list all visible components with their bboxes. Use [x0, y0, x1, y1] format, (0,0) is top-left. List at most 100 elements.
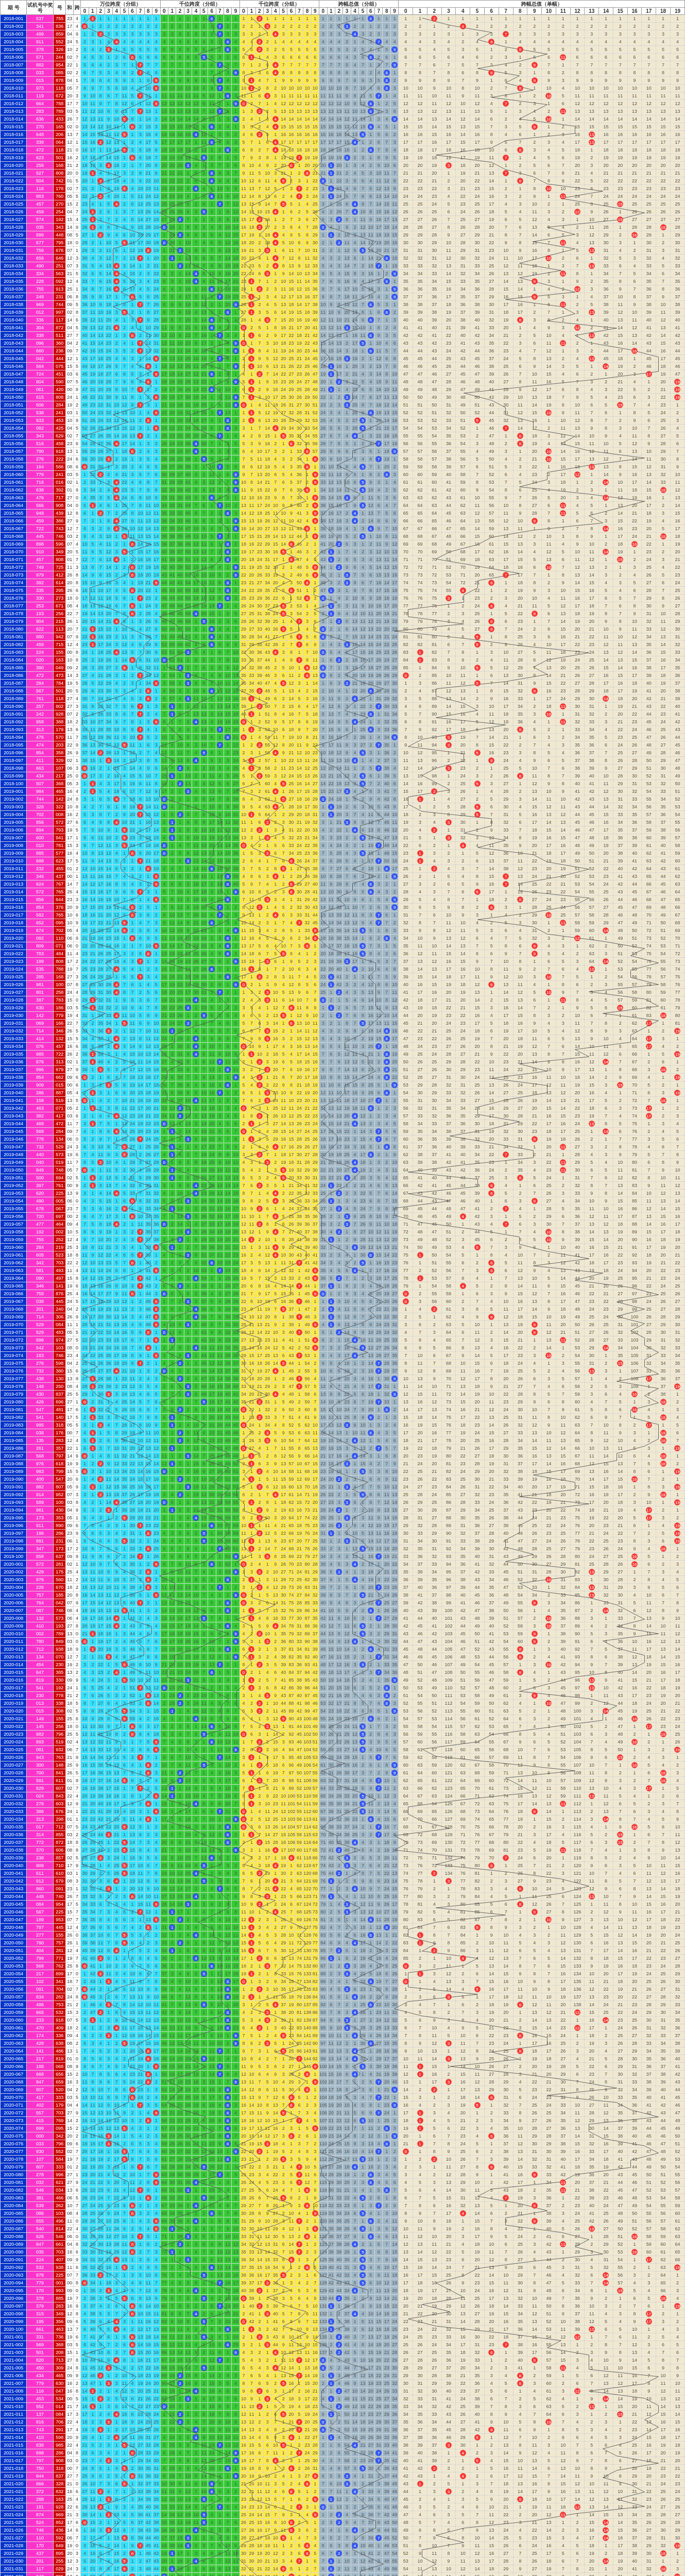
cell-miss: 6 [232, 2519, 239, 2527]
cell-miss: 26 [89, 425, 96, 432]
cell-miss: 14 [248, 919, 255, 927]
cell-win: 796 [53, 1731, 66, 1738]
cell-miss: 61 [670, 2217, 684, 2225]
cell-miss: 10 [160, 316, 168, 324]
cell-miss: 18 [105, 1792, 112, 1800]
cell-miss: 7 [570, 525, 585, 533]
cell-miss: 3 [390, 2125, 398, 2132]
cell-miss: 18 [367, 2372, 374, 2380]
cell-miss: 21 [570, 170, 585, 177]
cell-hit: 1 [327, 2565, 335, 2573]
cell-miss: 4 [232, 602, 239, 610]
cell-hit: 10 [542, 710, 556, 718]
cell-miss: 8 [192, 2372, 200, 2380]
blue-ball-icon: 1 [169, 1415, 175, 1420]
cell-miss: 63 [484, 556, 499, 564]
cell-miss: 2 [192, 1816, 200, 1823]
cell-miss: 39 [413, 1159, 427, 1166]
cell-miss: 20 [642, 1267, 656, 1275]
cell-miss: 11 [287, 2217, 295, 2225]
cell-miss: 4 [351, 1970, 358, 1978]
cell-miss: 28 [399, 1514, 413, 1522]
cell-miss: 3 [255, 1174, 263, 1182]
cell-miss: 4 [121, 1182, 128, 1190]
cell-hit: 2 [255, 1205, 263, 1213]
blue-ball-icon: 7 [217, 62, 222, 68]
cell-miss: 6 [441, 2125, 456, 2132]
cell-miss: 27 [367, 1097, 374, 1105]
blue-ball-icon: 2 [177, 812, 183, 818]
cell-miss: 8 [224, 795, 231, 803]
cell-miss: 6 [427, 1352, 441, 1360]
blue-ball-icon: 1 [328, 1956, 334, 1961]
cell-miss: 21 [105, 618, 112, 625]
red-ball-icon: 4 [460, 1283, 466, 1289]
red-ball-icon: 4 [272, 209, 278, 215]
cell-miss: 39 [279, 1661, 287, 1669]
cell-miss: 41 [264, 633, 271, 641]
cell-miss: 39 [613, 2140, 627, 2148]
cell-miss: 10 [255, 208, 263, 216]
red-ball-icon: 13 [589, 333, 594, 338]
cell-miss: 7 [152, 479, 160, 486]
cell-miss: 14 [89, 2511, 96, 2519]
blue-ball-icon: 7 [217, 2280, 222, 2286]
sub-header-1-0: 0 [160, 8, 168, 15]
cell-miss: 5 [279, 1213, 287, 1221]
cell-miss: 21 [176, 170, 184, 177]
cell-miss: 21 [383, 1568, 390, 1576]
cell-miss: 3 [224, 332, 231, 340]
cell-miss: 26 [613, 1282, 627, 1290]
blue-ball-icon: 4 [193, 1276, 199, 1281]
cell-hit: 6 [484, 1190, 499, 1197]
cell-miss: 14 [513, 1282, 527, 1290]
cell-miss: 15 [441, 2194, 456, 2202]
cell-test: 017 [27, 1823, 53, 1831]
cell-miss: 3 [232, 425, 239, 432]
cell-miss: 29 [239, 625, 247, 633]
cell-miss: 2 [248, 2341, 255, 2349]
group-header-4: 跨幅总值（单幅） [399, 1, 685, 8]
cell-miss: 10 [279, 1251, 287, 1259]
cell-hit: 2 [255, 1738, 263, 1746]
blue-ball-icon: 3 [344, 2481, 350, 2487]
cell-miss: 10 [279, 1437, 287, 1445]
cell-miss: 4 [208, 718, 216, 726]
cell-miss: 28 [343, 2241, 351, 2248]
cell-win: 767 [53, 880, 66, 888]
cell-miss: 17 [112, 780, 120, 788]
cell-miss: 82 [399, 641, 413, 649]
cell-miss: 3 [248, 1823, 255, 1831]
cell-miss: 17 [81, 2125, 89, 2132]
cell-miss: 4 [413, 2511, 427, 2519]
cell-miss: 5 [136, 1398, 144, 1406]
cell-miss: 3 [670, 2565, 684, 2573]
cell-miss: 3 [390, 139, 398, 146]
cell-miss: 1 [599, 1136, 613, 1143]
cell-miss: 5 [176, 1321, 184, 1329]
cell-miss: 65 [441, 1336, 456, 1344]
cell-miss: 16 [399, 795, 413, 803]
cell-miss: 24 [351, 394, 358, 401]
cell-miss: 2 [390, 309, 398, 316]
blue-ball-icon: 2 [177, 1113, 183, 1119]
cell-hit: 6 [484, 618, 499, 625]
cell-miss: 99 [303, 1707, 311, 1715]
cell-miss: 16 [656, 347, 671, 355]
cell-miss: 7 [200, 1452, 208, 1460]
data-row: 2020-04927715526038371067553123212447106… [1, 1931, 685, 1939]
blue-ball-icon: 5 [360, 2466, 366, 2471]
cell-miss: 73 [499, 1785, 513, 1792]
cell-miss: 1 [343, 965, 351, 973]
cell-miss: 90 [570, 1630, 585, 1638]
cell-miss: 61 [184, 633, 192, 641]
cell-miss: 3 [556, 1870, 570, 1877]
cell-miss: 14 [81, 1576, 89, 1584]
cell-miss: 10 [527, 1885, 542, 1893]
cell-miss: 8 [176, 1344, 184, 1352]
cell-k: 7 [73, 880, 80, 888]
cell-miss: 41 [144, 2511, 152, 2519]
cell-miss: 17 [128, 788, 136, 795]
cell-miss: 5 [527, 1846, 542, 1854]
cell-miss: 41 [248, 2310, 255, 2318]
